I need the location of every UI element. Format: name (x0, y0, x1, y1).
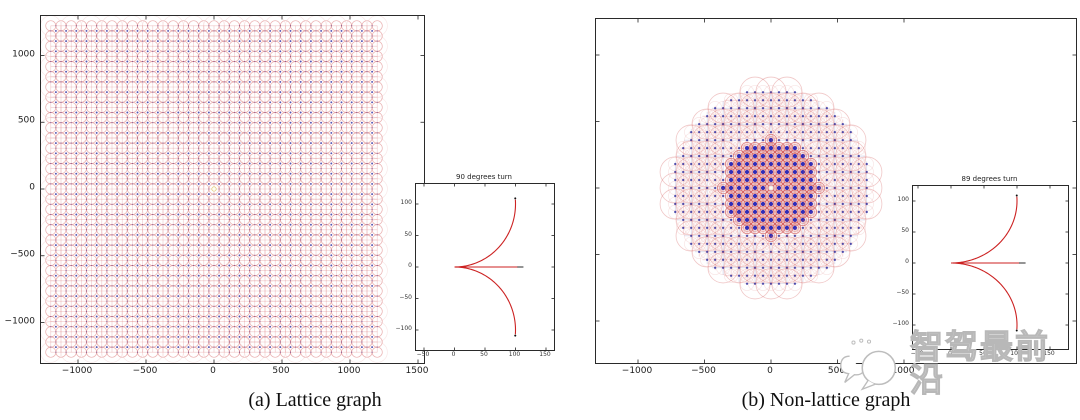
lattice-turn-inset (415, 183, 555, 351)
x-tick-label: 50 (480, 351, 488, 358)
x-tick-label: 500 (272, 366, 290, 376)
x-tick-label: 500 (827, 366, 846, 376)
y-tick-label: 0 (29, 182, 35, 193)
x-tick-label: −50 (910, 350, 924, 357)
y-tick-label: −50 (896, 289, 909, 296)
x-tick-label: 1000 (337, 366, 361, 376)
x-tick-label: 50 (979, 350, 987, 357)
x-tick-label: −50 (416, 351, 430, 358)
non-lattice-turn-inset (912, 185, 1069, 350)
y-tick-label: 1000 (12, 49, 35, 59)
y-tick-label: 0 (408, 262, 412, 269)
y-tick-label: −50 (399, 293, 412, 301)
lattice-plot-canvas (41, 16, 424, 363)
x-tick-label: −1000 (61, 366, 93, 376)
x-tick-label: 100 (1010, 350, 1022, 357)
x-tick-label: 100 (508, 351, 521, 358)
y-tick-label: 100 (897, 196, 909, 203)
x-tick-label: 0 (948, 350, 952, 357)
y-tick-label: 500 (17, 115, 35, 126)
lattice-turn-inset-canvas (416, 184, 554, 350)
y-tick-label: 100 (400, 199, 412, 206)
x-tick-label: −500 (691, 366, 716, 376)
x-tick-label: 150 (1043, 350, 1055, 357)
lattice-plot (40, 15, 425, 364)
non-lattice-turn-inset-canvas (913, 186, 1068, 349)
caption-lattice-graph: (a) Lattice graph (248, 389, 382, 411)
y-tick-label: 0 (905, 258, 909, 265)
x-tick-label: 0 (210, 366, 216, 376)
x-tick-label: 1500 (405, 366, 429, 376)
y-tick-label: −100 (395, 325, 412, 332)
y-tick-label: −100 (892, 320, 909, 327)
x-tick-label: −1000 (621, 366, 653, 376)
x-tick-label: 0 (451, 351, 456, 358)
x-tick-label: 0 (767, 366, 773, 376)
y-tick-label: −1000 (4, 316, 35, 326)
x-tick-label: −500 (132, 366, 158, 376)
inset-title: 90 degrees turn (456, 173, 512, 181)
y-tick-label: 50 (901, 227, 909, 234)
caption-non-lattice-graph: (b) Non-lattice graph (741, 389, 911, 411)
x-tick-label: 150 (539, 351, 551, 358)
inset-title: 89 degrees turn (961, 175, 1018, 183)
y-tick-label: −500 (10, 249, 35, 260)
x-tick-label: 1000 (891, 366, 915, 376)
y-tick-label: 50 (404, 230, 412, 238)
